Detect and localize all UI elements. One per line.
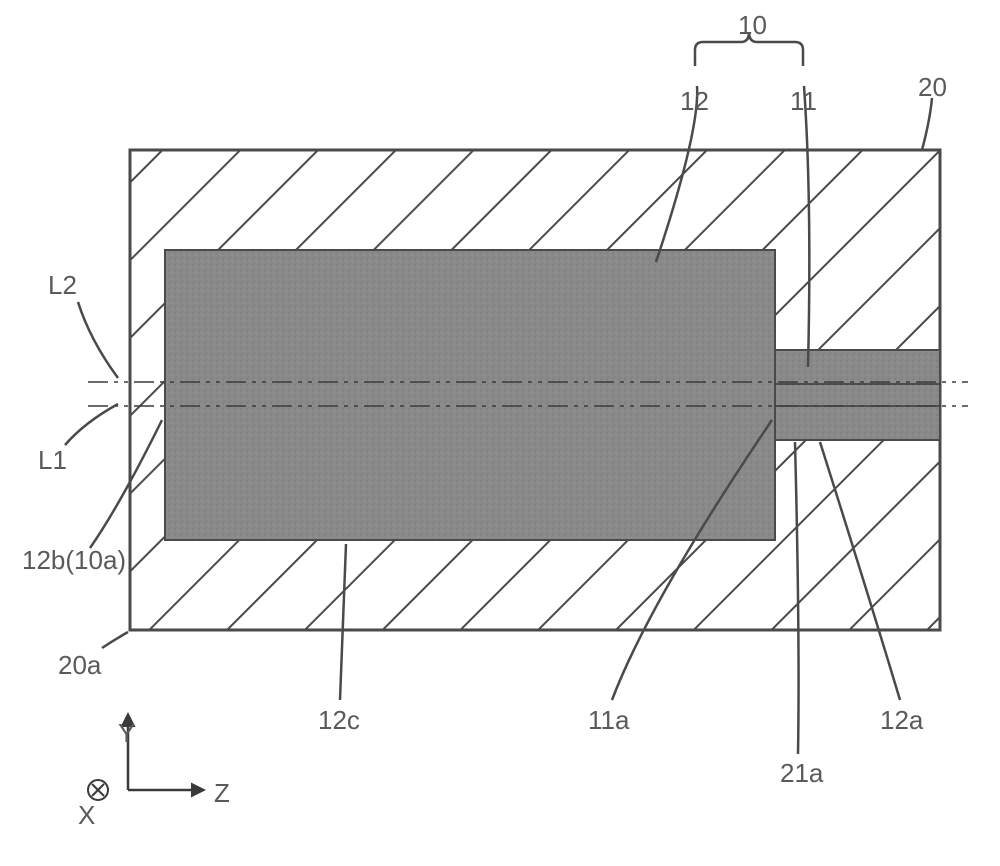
label-20a: 20a — [58, 650, 101, 681]
label-20: 20 — [918, 72, 947, 103]
label-axis-y: Y — [118, 718, 135, 749]
label-12c: 12c — [318, 705, 360, 736]
label-l1: L1 — [38, 445, 67, 476]
lead-L2 — [78, 302, 118, 378]
label-axis-x: X — [78, 800, 95, 831]
label-11a: 11a — [588, 705, 629, 736]
label-12b: 12b(10a) — [22, 545, 126, 576]
coordinate-axes — [88, 718, 200, 800]
fiber-stub — [775, 350, 940, 440]
label-l2: L2 — [48, 270, 77, 301]
cross-section-diagram — [0, 0, 1000, 866]
lead-20 — [922, 98, 932, 150]
label-21a: 21a — [780, 758, 823, 789]
label-12: 12 — [680, 86, 709, 117]
label-axis-z: Z — [214, 778, 230, 809]
lead-20a — [102, 632, 128, 648]
lead-L1 — [65, 404, 118, 445]
label-12a: 12a — [880, 705, 923, 736]
label-10: 10 — [738, 10, 767, 41]
cladding-large — [165, 250, 775, 540]
label-11: 11 — [790, 86, 817, 117]
